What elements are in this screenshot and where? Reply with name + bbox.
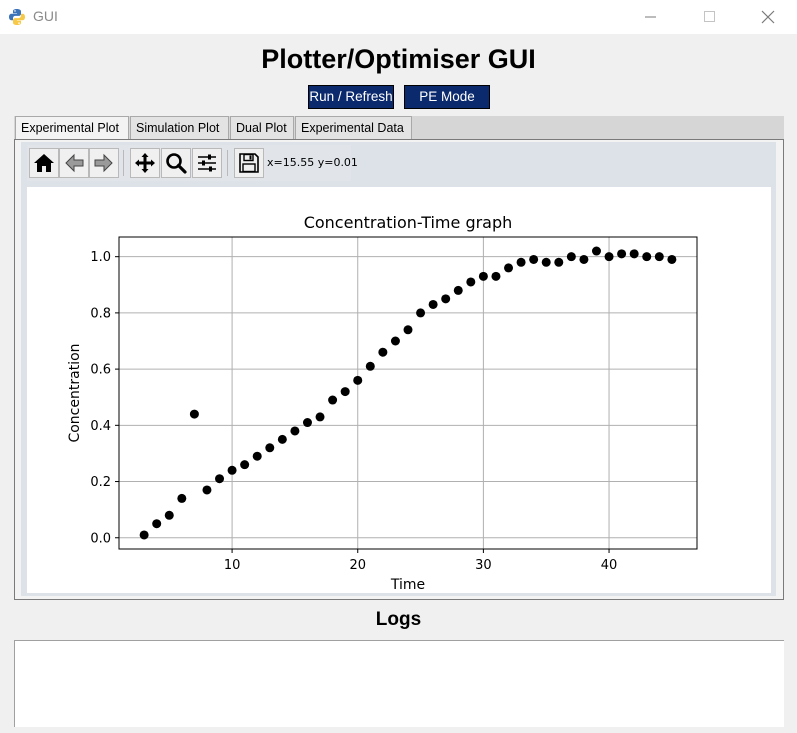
toolbar-separator bbox=[227, 150, 228, 176]
data-point bbox=[189, 409, 199, 419]
data-point bbox=[227, 465, 237, 475]
configure-subplots-icon bbox=[198, 154, 216, 172]
data-point bbox=[478, 271, 488, 281]
configure-subplots-button[interactable] bbox=[192, 148, 222, 178]
data-point bbox=[277, 434, 287, 444]
zoom-button[interactable] bbox=[161, 148, 191, 178]
y-tick-label: 0.8 bbox=[90, 306, 111, 321]
tab-simulation-plot[interactable]: Simulation Plot bbox=[130, 116, 229, 139]
maximize-button[interactable] bbox=[687, 0, 733, 34]
back-arrow-icon bbox=[65, 153, 84, 173]
data-point bbox=[202, 485, 212, 495]
data-point bbox=[491, 271, 501, 281]
y-tick-label: 0.4 bbox=[90, 419, 111, 434]
y-axis-label: Concentration bbox=[67, 343, 83, 442]
data-point bbox=[591, 246, 601, 256]
data-point bbox=[579, 254, 589, 264]
x-tick-label: 20 bbox=[349, 558, 366, 573]
data-point bbox=[554, 257, 564, 267]
data-point bbox=[265, 443, 275, 453]
data-point bbox=[516, 257, 526, 267]
python-logo-icon bbox=[9, 9, 25, 25]
close-button[interactable] bbox=[745, 0, 791, 34]
data-point bbox=[617, 249, 627, 259]
data-point bbox=[315, 412, 325, 422]
data-point bbox=[378, 347, 388, 357]
axes-frame bbox=[118, 236, 698, 550]
logs-textbox[interactable] bbox=[14, 640, 784, 727]
x-tick-label: 40 bbox=[601, 558, 618, 573]
chart-grid bbox=[119, 237, 697, 549]
data-point bbox=[152, 519, 162, 529]
data-point bbox=[353, 375, 363, 385]
data-point bbox=[466, 277, 476, 287]
data-point bbox=[290, 426, 300, 436]
app-heading: Plotter/Optimiser GUI bbox=[261, 44, 536, 74]
chart-points bbox=[139, 246, 677, 540]
tab-experimental-plot[interactable]: Experimental Plot bbox=[15, 116, 129, 140]
data-point bbox=[566, 252, 576, 262]
x-tick-label: 30 bbox=[475, 558, 492, 573]
tab-dual-plot[interactable]: Dual Plot bbox=[230, 116, 294, 139]
data-point bbox=[252, 451, 262, 461]
cursor-coordinates: x=15.55 y=0.01 bbox=[267, 156, 358, 169]
y-tick-label: 0.0 bbox=[90, 531, 111, 546]
data-point bbox=[403, 325, 413, 335]
x-axis-label: Time bbox=[390, 577, 425, 593]
logs-heading: Logs bbox=[375, 609, 422, 630]
pan-icon bbox=[135, 153, 155, 173]
data-point bbox=[629, 249, 639, 259]
minimize-button[interactable] bbox=[628, 0, 674, 34]
data-point bbox=[541, 257, 551, 267]
data-point bbox=[340, 387, 350, 397]
window-title-bar: GUI bbox=[0, 0, 797, 34]
data-point bbox=[441, 294, 451, 304]
data-point bbox=[504, 263, 514, 273]
data-point bbox=[667, 254, 677, 264]
data-point bbox=[453, 285, 463, 295]
data-point bbox=[302, 418, 312, 428]
y-tick-label: 1.0 bbox=[90, 250, 111, 265]
minimize-icon bbox=[645, 16, 656, 18]
data-point bbox=[365, 361, 375, 371]
data-point bbox=[215, 474, 225, 484]
matplotlib-figure[interactable]: Concentration-Time graph 10 20 30 40 0.0 0.2 0… bbox=[27, 187, 771, 593]
data-point bbox=[390, 336, 400, 346]
zoom-icon bbox=[166, 153, 187, 174]
toolbar-separator bbox=[123, 150, 124, 176]
maximize-icon bbox=[704, 11, 715, 22]
save-button[interactable] bbox=[234, 148, 264, 178]
data-point bbox=[642, 252, 652, 262]
data-point bbox=[177, 493, 187, 503]
x-tick-label: 10 bbox=[224, 558, 241, 573]
close-icon bbox=[761, 10, 775, 24]
forward-button[interactable] bbox=[89, 148, 119, 178]
y-tick-label: 0.2 bbox=[90, 475, 111, 490]
home-button[interactable] bbox=[29, 148, 59, 178]
chart-title: Concentration-Time graph bbox=[304, 213, 513, 232]
data-point bbox=[604, 252, 614, 262]
data-point bbox=[428, 299, 438, 309]
data-point bbox=[139, 530, 149, 540]
concentration-time-chart: Concentration-Time graph 10 20 30 40 0.0 0.2 0… bbox=[67, 213, 698, 593]
data-point bbox=[328, 395, 338, 405]
back-button[interactable] bbox=[59, 148, 89, 178]
window-title: GUI bbox=[33, 8, 58, 24]
y-tick-label: 0.6 bbox=[90, 363, 111, 378]
chart-ticks: 10 20 30 40 0.0 0.2 0.4 0.6 0.8 1.0 bbox=[90, 250, 617, 573]
data-point bbox=[654, 252, 664, 262]
data-point bbox=[240, 460, 250, 470]
pan-button[interactable] bbox=[130, 148, 160, 178]
save-icon bbox=[239, 153, 259, 173]
data-point bbox=[416, 308, 426, 318]
run-refresh-button[interactable]: Run / Refresh bbox=[308, 85, 394, 109]
home-icon bbox=[34, 154, 54, 172]
tab-experimental-data[interactable]: Experimental Data bbox=[295, 116, 412, 139]
data-point bbox=[529, 254, 539, 264]
forward-arrow-icon bbox=[94, 153, 113, 173]
pe-mode-button[interactable]: PE Mode bbox=[404, 85, 490, 109]
data-point bbox=[164, 510, 174, 520]
